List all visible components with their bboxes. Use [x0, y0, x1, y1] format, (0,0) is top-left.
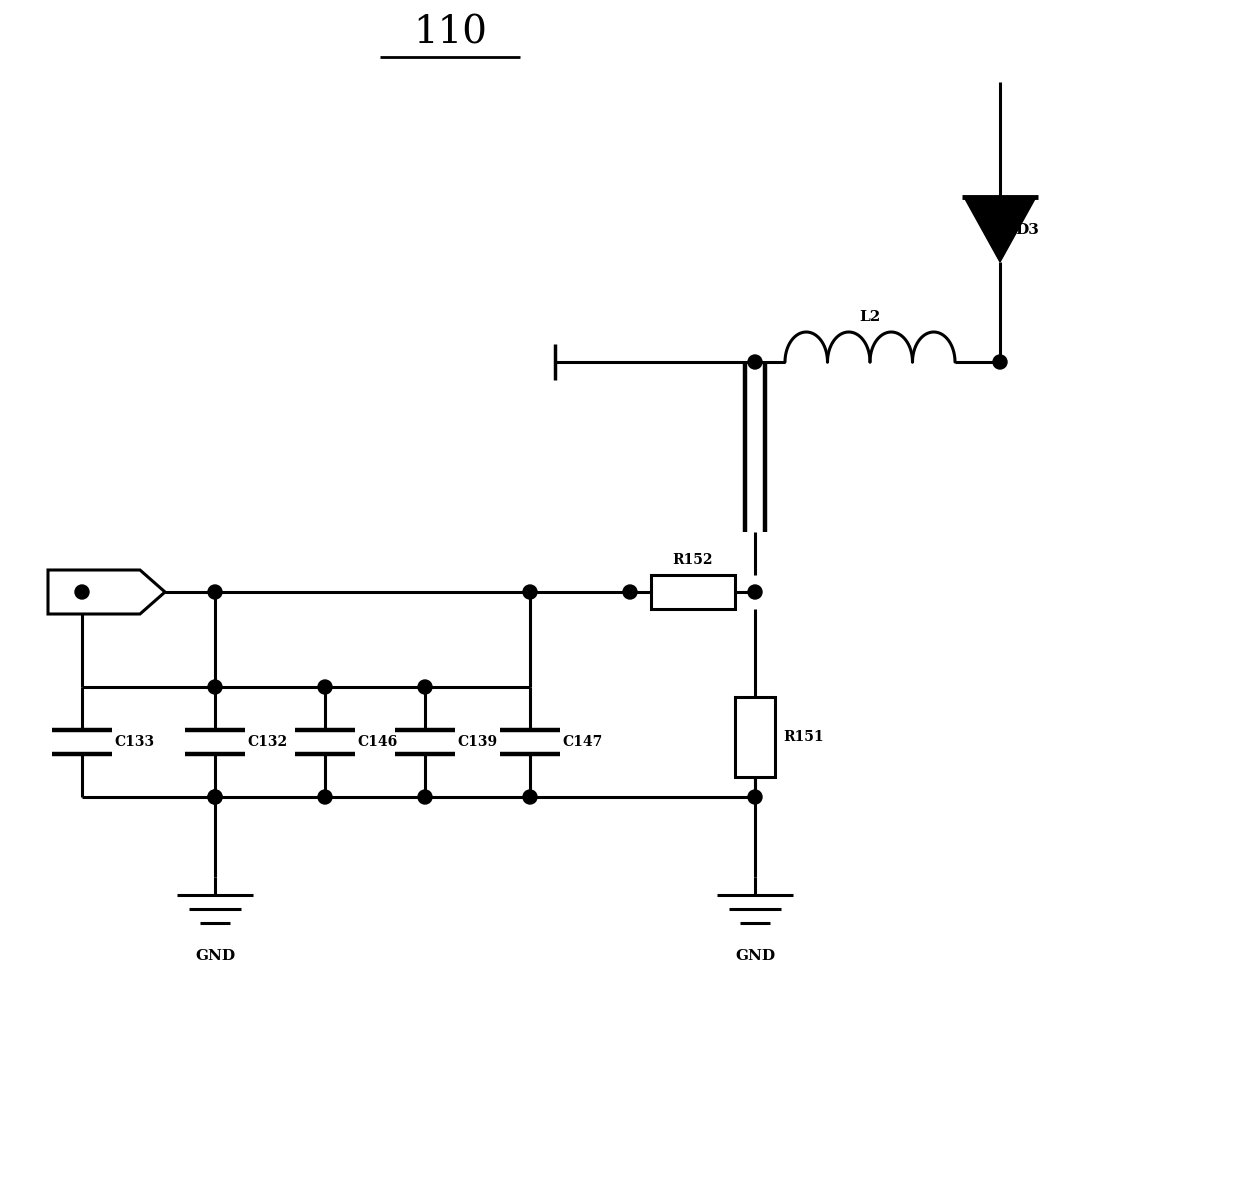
Text: GND: GND — [195, 949, 236, 963]
Bar — [651, 574, 734, 609]
Circle shape — [317, 680, 332, 694]
Text: L2: L2 — [859, 310, 880, 324]
Text: 110: 110 — [413, 15, 487, 52]
Text: +12V: +12V — [81, 585, 119, 598]
Circle shape — [748, 790, 763, 804]
Polygon shape — [963, 197, 1035, 262]
Text: C139: C139 — [458, 735, 497, 749]
Text: GND: GND — [735, 949, 775, 963]
Circle shape — [208, 680, 222, 694]
Circle shape — [418, 790, 432, 804]
Circle shape — [748, 585, 763, 599]
Circle shape — [208, 790, 222, 804]
Text: D3: D3 — [1016, 222, 1039, 236]
Text: C132: C132 — [247, 735, 288, 749]
Circle shape — [317, 790, 332, 804]
Text: R152: R152 — [672, 553, 713, 567]
Circle shape — [748, 355, 763, 369]
Circle shape — [74, 585, 89, 599]
Circle shape — [523, 790, 537, 804]
Bar — [735, 697, 775, 777]
Text: C133: C133 — [114, 735, 154, 749]
Circle shape — [993, 355, 1007, 369]
Circle shape — [622, 585, 637, 599]
Circle shape — [208, 585, 222, 599]
Text: C147: C147 — [562, 735, 603, 749]
Text: R151: R151 — [782, 730, 823, 743]
Text: C146: C146 — [357, 735, 397, 749]
Circle shape — [208, 790, 222, 804]
Circle shape — [523, 585, 537, 599]
Polygon shape — [48, 570, 165, 613]
Circle shape — [418, 680, 432, 694]
